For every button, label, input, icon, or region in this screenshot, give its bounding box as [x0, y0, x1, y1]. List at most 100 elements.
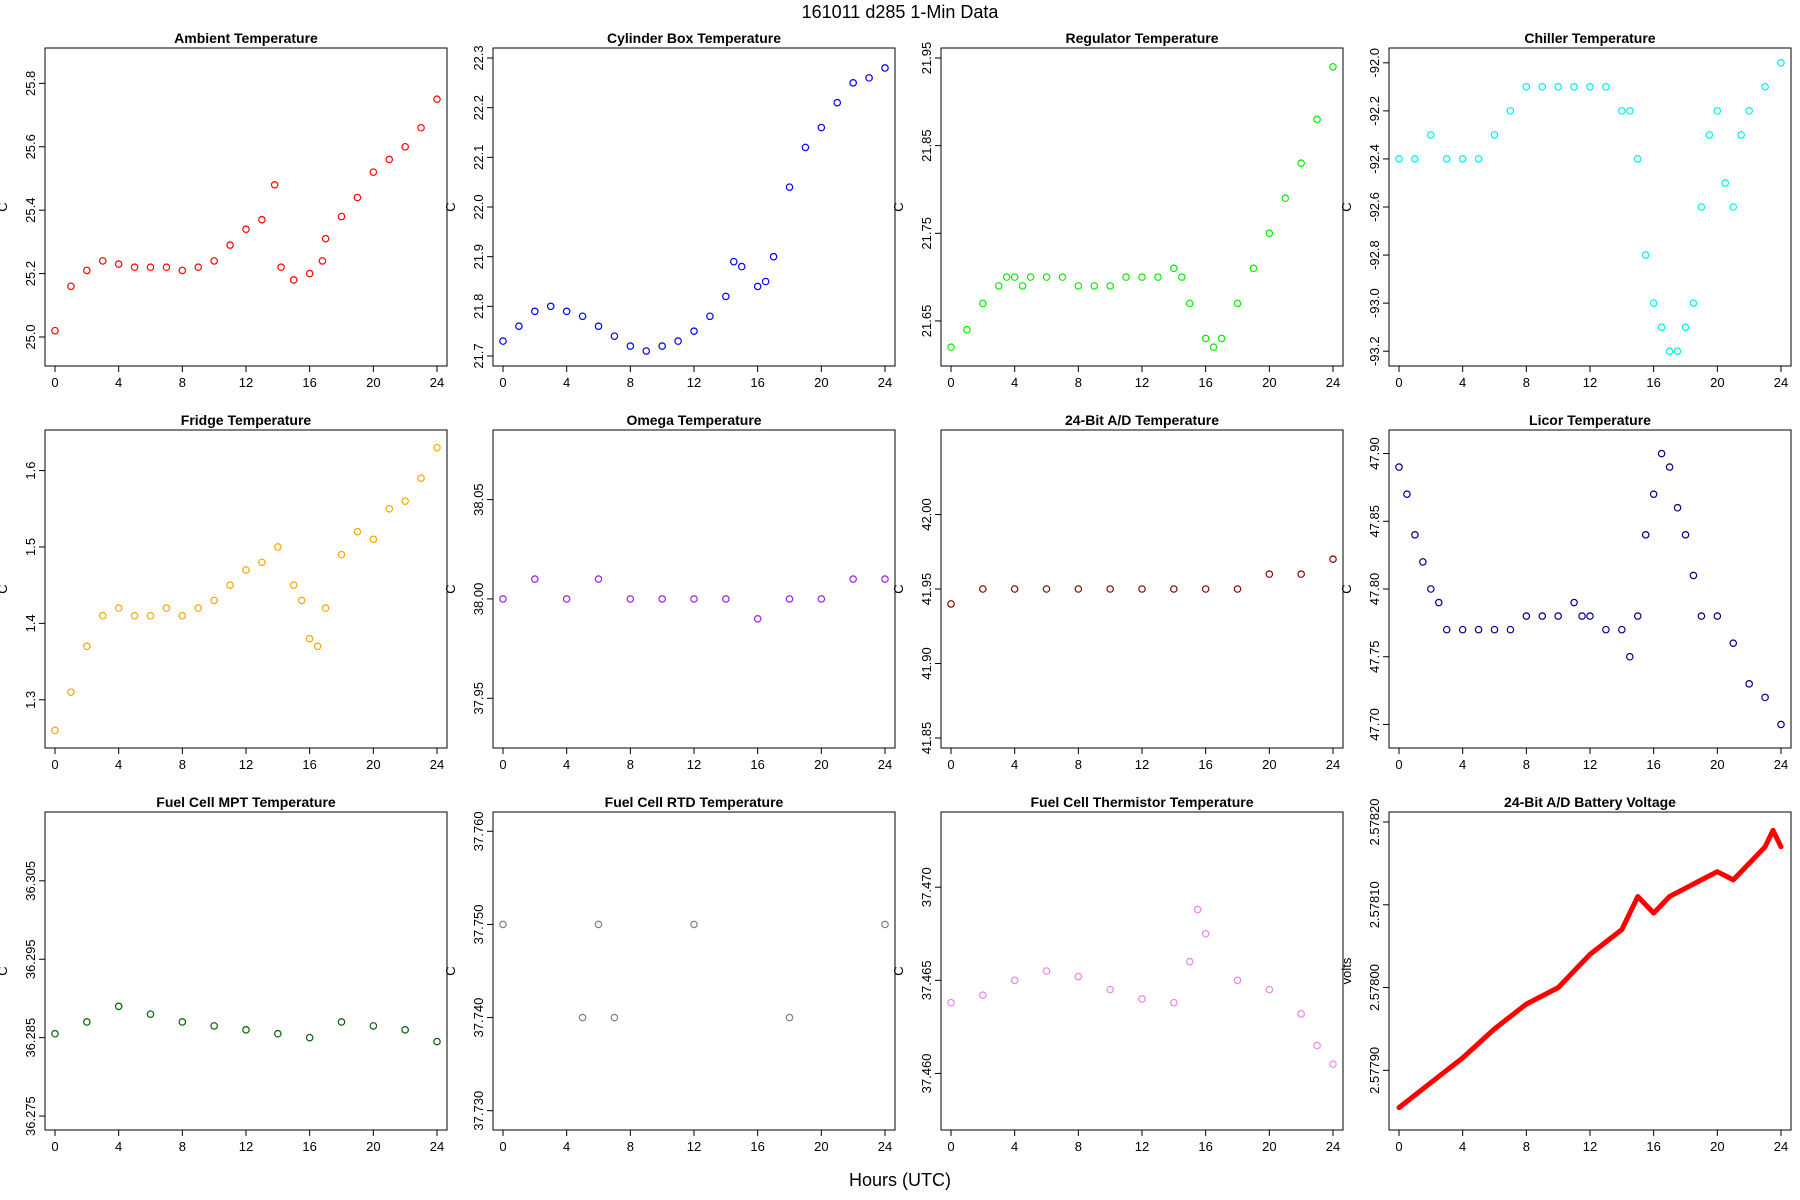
data-point [146, 1010, 155, 1018]
x-tick-label: 12 [1583, 375, 1597, 390]
x-tick-label: 16 [1198, 1139, 1212, 1154]
x-tick-label: 0 [499, 757, 506, 772]
x-tick-label: 20 [1262, 1139, 1276, 1154]
data-point [369, 168, 378, 176]
data-point [1506, 107, 1515, 115]
data-point [51, 1029, 59, 1038]
x-tick-label: 0 [947, 375, 954, 390]
y-tick-label: -92.6 [1367, 192, 1382, 222]
y-tick-label: 25.4 [23, 198, 38, 223]
data-point [1411, 531, 1419, 539]
data-point [658, 342, 666, 350]
y-tick-label: 47.75 [1367, 640, 1382, 673]
y-tick-label: 36.275 [23, 1096, 38, 1136]
data-point [1209, 343, 1218, 352]
data-point [722, 292, 730, 301]
data-point [722, 595, 730, 603]
data-point [1042, 273, 1051, 281]
x-tick-label: 16 [1198, 375, 1212, 390]
data-point [1395, 463, 1403, 471]
data-point [1281, 194, 1290, 203]
x-tick-label: 16 [750, 757, 764, 772]
y-tick-label: -93.0 [1367, 288, 1382, 318]
x-tick-label: 8 [179, 1139, 186, 1154]
y-tick-label: 1.4 [23, 614, 38, 632]
y-tick-label: 47.85 [1367, 505, 1382, 538]
x-tick-label: 16 [302, 1139, 316, 1154]
data-point [270, 181, 279, 189]
data-point [1458, 625, 1467, 634]
data-point [258, 215, 266, 224]
data-point [1602, 83, 1610, 91]
data-point [51, 726, 59, 735]
series-line [1396, 827, 1784, 1111]
data-point [1761, 693, 1769, 702]
chart-title: Omega Temperature [626, 412, 761, 428]
y-tick-label: -92.0 [1367, 48, 1382, 78]
x-tick-label: 16 [1198, 757, 1212, 772]
data-point [210, 257, 218, 265]
plot-frame [1388, 429, 1792, 749]
data-point [98, 611, 107, 620]
y-tick-label: 1.5 [23, 538, 38, 556]
data-point [1705, 131, 1714, 139]
x-tick-label: 20 [366, 757, 380, 772]
data-point [499, 595, 507, 603]
data-point [594, 920, 603, 929]
data-point [1657, 449, 1666, 458]
chart-title: Fridge Temperature [181, 412, 312, 428]
data-point [865, 74, 873, 82]
data-point [1074, 585, 1083, 593]
data-point [531, 575, 539, 583]
data-point [1074, 282, 1083, 290]
x-tick-label: 20 [814, 1139, 828, 1154]
data-point [1154, 273, 1162, 281]
data-point [162, 263, 171, 272]
data-point [1427, 585, 1435, 593]
data-point [1427, 131, 1435, 139]
x-tick-label: 24 [1326, 375, 1340, 390]
data-point [1403, 490, 1411, 498]
data-point [626, 342, 635, 350]
data-point [1490, 625, 1499, 634]
x-tick-label: 20 [1710, 757, 1724, 772]
y-tick-label: 38.00 [471, 583, 486, 616]
data-point [83, 266, 91, 275]
data-point [785, 1013, 794, 1022]
data-point [1689, 571, 1698, 580]
x-tick-label: 20 [814, 757, 828, 772]
data-point [1713, 107, 1722, 115]
x-tick-label: 0 [51, 1139, 58, 1154]
data-point [226, 581, 234, 589]
chart-title: Ambient Temperature [174, 30, 318, 46]
data-point [1201, 585, 1210, 593]
data-point [67, 688, 75, 696]
chart-panel: Ambient Temperature C 0 4 8 12 16 20 24 25.0 25.2 2… [0, 30, 448, 390]
data-point [1297, 1010, 1305, 1018]
data-point [337, 1018, 346, 1026]
data-point [1193, 905, 1202, 914]
plot-frame [44, 47, 448, 367]
data-point [210, 1022, 218, 1030]
data-point [817, 123, 826, 132]
data-point [242, 225, 250, 233]
data-point [658, 595, 666, 603]
y-axis-label: C [891, 584, 906, 593]
data-point [1673, 347, 1682, 355]
y-tick-label: 47.90 [1367, 437, 1382, 470]
x-tick-label: 8 [1075, 375, 1082, 390]
data-point [578, 312, 587, 321]
data-point [417, 474, 425, 483]
y-axis-label: C [0, 202, 10, 211]
data-point [146, 263, 155, 272]
y-tick-label: 21.95 [919, 42, 934, 75]
x-tick-label: 0 [1395, 375, 1402, 390]
x-tick-label: 0 [947, 1139, 954, 1154]
y-axis-label: C [443, 202, 458, 211]
y-tick-label: 37.460 [919, 1054, 934, 1094]
x-tick-label: 20 [366, 1139, 380, 1154]
data-point [1419, 558, 1427, 566]
y-axis-label: C [443, 966, 458, 975]
